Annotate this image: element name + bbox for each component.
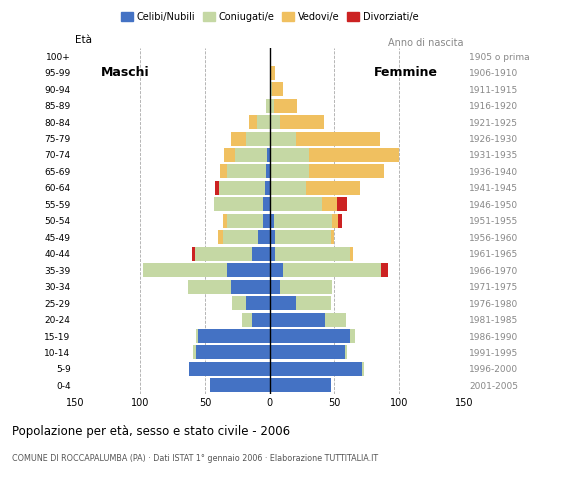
Bar [270,247,275,261]
Bar [270,296,296,310]
Bar [188,280,231,294]
Text: COMUNE DI ROCCAPALUMBA (PA) · Dati ISTAT 1° gennaio 2006 · Elaborazione TUTTITAL: COMUNE DI ROCCAPALUMBA (PA) · Dati ISTAT… [12,454,378,463]
Bar [345,346,347,360]
Bar [249,115,257,129]
Bar [296,132,380,145]
Bar [193,346,196,360]
Bar [270,214,274,228]
Bar [270,263,282,277]
Bar [331,230,335,244]
Bar [264,181,270,195]
Bar [258,230,270,244]
Bar [190,362,270,376]
Text: Femmine: Femmine [374,66,438,79]
Bar [266,98,270,113]
Bar [274,214,332,228]
Legend: Celibi/Nubili, Coniugati/e, Vedovi/e, Divorziati/e: Celibi/Nubili, Coniugati/e, Vedovi/e, Di… [117,8,422,26]
Bar [270,312,325,326]
Bar [270,346,345,360]
Bar [143,263,227,277]
Bar [270,82,272,96]
Bar [270,181,306,195]
Bar [274,98,297,113]
Bar [223,214,227,228]
Bar [270,197,321,211]
Bar [257,115,270,129]
Bar [227,165,266,179]
Bar [223,230,258,244]
Bar [242,312,252,326]
Bar [270,230,275,244]
Bar [306,181,360,195]
Bar [194,247,252,261]
Bar [270,148,309,162]
Bar [270,132,296,145]
Bar [270,280,280,294]
Bar [198,329,270,343]
Bar [270,378,331,392]
Bar [235,148,267,162]
Bar [270,115,280,129]
Bar [270,165,309,179]
Bar [196,329,198,343]
Bar [267,148,270,162]
Bar [219,181,264,195]
Bar [210,378,270,392]
Bar [321,197,337,211]
Bar [232,296,246,310]
Bar [263,214,270,228]
Bar [350,329,355,343]
Text: Età: Età [75,35,92,45]
Bar [332,214,338,228]
Bar [280,115,324,129]
Bar [325,312,346,326]
Bar [227,214,263,228]
Bar [246,296,270,310]
Bar [296,296,331,310]
Bar [227,263,270,277]
Bar [362,362,364,376]
Bar [272,82,282,96]
Bar [215,181,219,195]
Bar [275,230,331,244]
Bar [280,280,332,294]
Bar [270,329,350,343]
Text: Maschi: Maschi [102,66,150,79]
Bar [270,98,274,113]
Bar [231,280,270,294]
Bar [309,148,399,162]
Text: Popolazione per età, sesso e stato civile - 2006: Popolazione per età, sesso e stato civil… [12,425,290,438]
Bar [246,132,270,145]
Bar [220,165,227,179]
Bar [350,247,353,261]
Bar [224,148,235,162]
Bar [381,263,387,277]
Bar [252,247,270,261]
Bar [275,247,350,261]
Bar [337,197,347,211]
Bar [270,362,362,376]
Bar [263,197,270,211]
Bar [252,312,270,326]
Bar [309,165,384,179]
Bar [282,263,381,277]
Bar [231,132,246,145]
Bar [218,230,223,244]
Text: Anno di nascita: Anno di nascita [389,38,464,48]
Bar [214,197,263,211]
Bar [192,247,194,261]
Bar [196,346,270,360]
Bar [270,66,275,80]
Bar [266,165,270,179]
Bar [338,214,342,228]
